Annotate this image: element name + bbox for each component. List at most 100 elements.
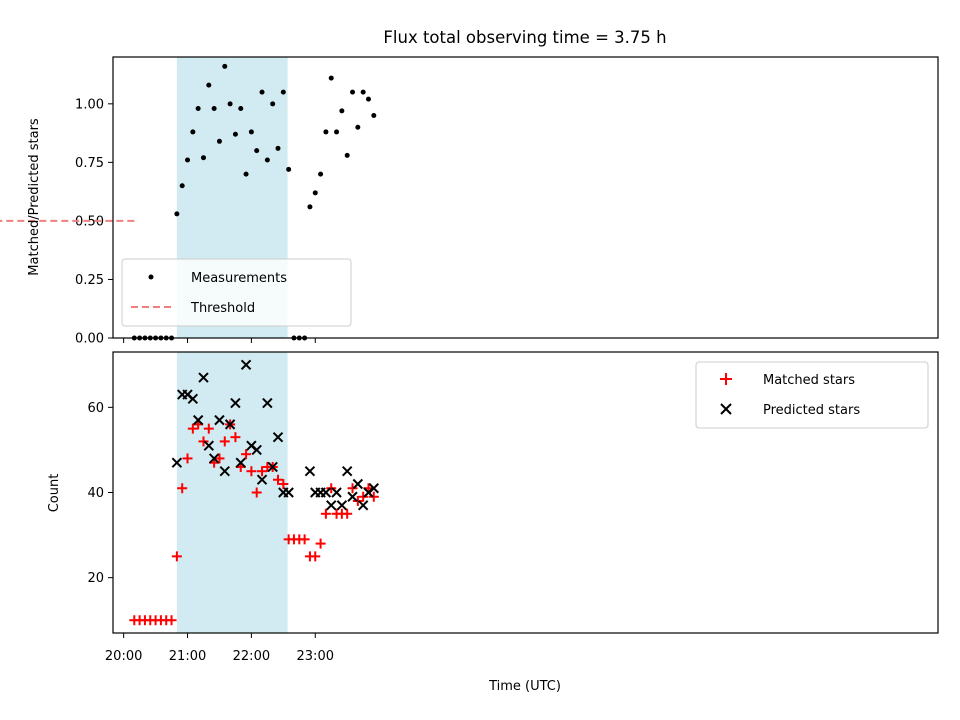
matched-star-point: [171, 551, 182, 562]
bottom-y-axis-label: Count: [47, 474, 62, 513]
measurement-point: [227, 101, 233, 107]
matched-star-point: [273, 474, 283, 485]
matched-star-point: [347, 483, 358, 494]
measurement-point: [296, 335, 302, 341]
measurement-point: [318, 171, 324, 177]
predicted-star-point: [240, 359, 252, 370]
top-panel: 0.000.250.500.751.00 Matched/Predicted s…: [0, 56, 939, 347]
measurement-point: [334, 129, 340, 135]
predicted-star-point: [347, 491, 358, 502]
predicted-star-point: [267, 461, 278, 473]
legend-label-predicted: Predicted stars: [763, 403, 860, 418]
x-tick-label: 22:00: [233, 649, 270, 664]
x-tick-label: 21:00: [169, 649, 206, 664]
matched-star-point: [246, 466, 257, 477]
measurement-point: [147, 335, 153, 341]
measurement-point: [360, 89, 366, 95]
measurement-point: [307, 204, 313, 210]
measurement-point: [185, 157, 191, 163]
predicted-star-point: [214, 414, 225, 426]
predicted-star-point: [203, 440, 215, 451]
predicted-star-point: [235, 457, 246, 468]
matched-star-point: [219, 436, 230, 447]
matched-star-point: [230, 432, 241, 443]
x-tick-label: 23:00: [297, 649, 334, 664]
top-y-tick-label: 0.25: [75, 273, 104, 288]
predicted-star-point: [224, 419, 236, 430]
predicted-star-point: [336, 500, 348, 511]
legend-label-measurements: Measurements: [191, 271, 287, 286]
measurement-point: [275, 145, 281, 151]
top-y-tick-label: 1.00: [75, 97, 104, 112]
measurement-point: [153, 335, 159, 341]
bottom-legend-box: [695, 361, 929, 429]
measurement-point: [328, 75, 334, 81]
predicted-star-point: [187, 393, 199, 405]
predicted-star-point: [304, 466, 316, 477]
predicted-star-point: [331, 487, 342, 498]
predicted-star-point: [219, 466, 230, 477]
top-plot-frame: [112, 56, 939, 339]
predicted-star-point: [208, 453, 220, 464]
matched-star-point: [320, 508, 331, 519]
matched-star-point: [326, 483, 337, 494]
measurement-point: [248, 129, 254, 135]
measurement-point: [280, 89, 286, 95]
matched-star-point: [251, 487, 262, 498]
measurement-point: [195, 106, 201, 112]
matched-star-point: [278, 478, 289, 489]
x-tick-label: 20:00: [105, 649, 142, 664]
measurement-point: [174, 211, 180, 217]
bot-y-tick-label: 40: [87, 486, 104, 501]
measurement-point: [211, 106, 217, 112]
legend-marker-predicted: [720, 403, 732, 415]
measurement-point: [222, 63, 228, 69]
matched-star-point: [182, 453, 193, 464]
matched-star-point: [257, 466, 268, 477]
measurement-point: [286, 166, 292, 172]
predicted-star-point: [198, 372, 209, 383]
legend-marker-matched: [720, 373, 732, 385]
measurement-point: [158, 335, 164, 341]
matched-star-point: [310, 551, 321, 562]
measurement-point: [323, 129, 329, 135]
predicted-star-point: [320, 487, 332, 498]
measurement-point: [200, 155, 206, 161]
predicted-star-point: [352, 478, 364, 490]
measurement-point: [206, 82, 212, 88]
measurement-point: [339, 108, 345, 114]
matched-star-point: [299, 534, 310, 545]
measurement-point: [270, 101, 276, 107]
predicted-star-point: [326, 500, 337, 511]
measurement-point: [254, 148, 260, 154]
matched-star-point: [177, 483, 188, 494]
predicted-star-point: [256, 474, 268, 485]
legend-label-matched: Matched stars: [763, 373, 855, 388]
predicted-star-point: [283, 487, 294, 498]
bot-y-tick-label: 20: [87, 571, 104, 586]
measurement-point: [232, 131, 238, 137]
x-axis-label: Time (UTC): [488, 679, 561, 694]
predicted-star-point: [230, 397, 241, 409]
legend-marker-measurements: [148, 274, 154, 280]
predicted-star-point: [368, 483, 380, 494]
bottom-legend: Matched stars Predicted stars: [695, 361, 929, 429]
top-y-tick-label: 0.00: [75, 332, 104, 347]
matched-star-point: [342, 508, 353, 519]
measurement-point: [216, 138, 222, 144]
measurement-point: [291, 335, 297, 341]
bot-shaded-interval: [176, 352, 288, 633]
measurement-point: [142, 335, 148, 341]
measurement-point: [169, 335, 175, 341]
measurement-point: [238, 106, 244, 112]
matched-star-point: [203, 423, 214, 434]
top-y-axis-label: Matched/Predicted stars: [27, 118, 42, 276]
matched-star-point: [214, 453, 225, 464]
measurement-point: [163, 335, 169, 341]
predicted-star-point: [251, 444, 262, 456]
matched-star-point: [166, 615, 177, 626]
measurement-point: [190, 129, 196, 135]
measurement-point: [243, 171, 249, 177]
